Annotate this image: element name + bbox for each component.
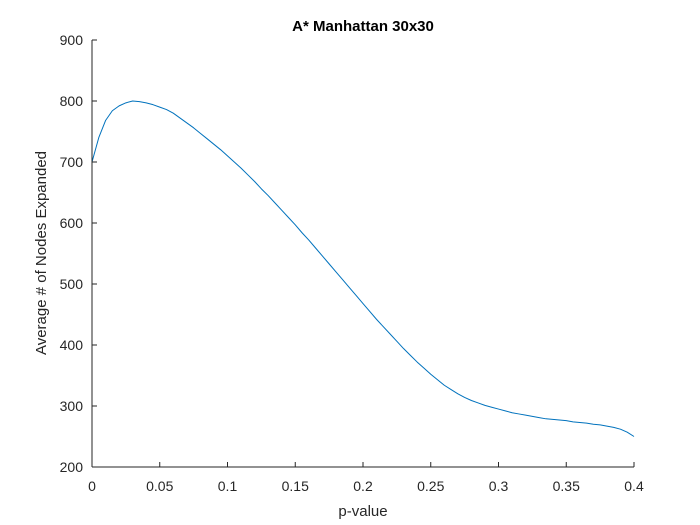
x-axis-title: p-value [338, 503, 387, 520]
y-tick-label: 300 [60, 398, 84, 414]
y-tick-label: 500 [60, 276, 84, 292]
x-tick-label: 0.4 [624, 478, 644, 494]
series-layer [91, 100, 635, 437]
y-tick-label: 200 [60, 459, 84, 475]
chart-title: A* Manhattan 30x30 [292, 18, 434, 35]
y-tick-label: 400 [60, 337, 84, 353]
x-tick-label: 0.05 [146, 478, 173, 494]
y-axis-title: Average # of Nodes Expanded [33, 151, 50, 355]
x-tick-label: 0.1 [218, 478, 238, 494]
x-tick-label: 0.35 [553, 478, 580, 494]
y-tick-label: 800 [60, 93, 84, 109]
x-tick-label: 0.3 [489, 478, 509, 494]
ticks-layer: 0 0.05 0.1 0.15 0.2 0.25 0.3 0.35 0.4 200 300 400 50… [60, 32, 644, 494]
x-tick-label: 0 [88, 478, 96, 494]
y-tick-label: 600 [60, 215, 84, 231]
x-tick-label: 0.15 [282, 478, 309, 494]
x-tick-label: 0.2 [353, 478, 373, 494]
y-tick-label: 900 [60, 32, 84, 48]
series-line [91, 100, 635, 437]
x-tick-label: 0.25 [417, 478, 444, 494]
y-tick-label: 700 [60, 154, 84, 170]
